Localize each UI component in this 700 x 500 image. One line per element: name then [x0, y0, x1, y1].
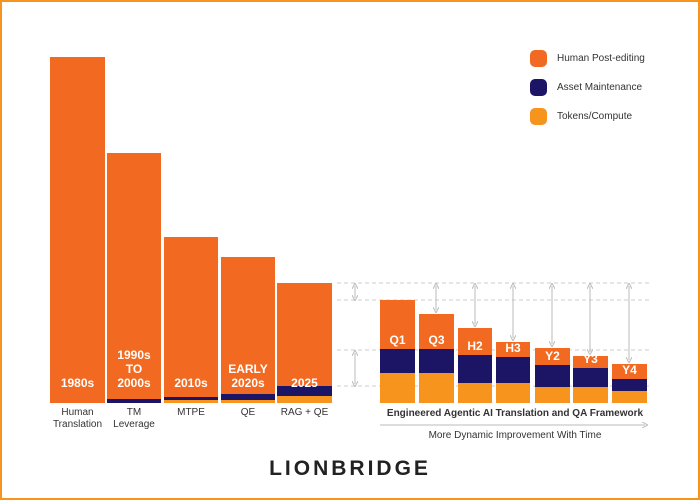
- bar-label: EARLY 2020s: [228, 362, 268, 390]
- bar-segment: [419, 314, 454, 349]
- bar-label: 2010s: [174, 376, 208, 390]
- bar-segment: [107, 153, 161, 399]
- category-label: RAG + QE: [280, 407, 329, 418]
- bar-label: Q1: [389, 333, 406, 347]
- bar-segment: [573, 387, 608, 403]
- bar-segment: [535, 387, 570, 403]
- bar-label: Y4: [622, 363, 637, 377]
- bar-segment: [612, 364, 647, 379]
- bar-segment: [164, 397, 218, 400]
- bar-segment: [107, 399, 161, 403]
- bar-segment: [277, 396, 332, 403]
- bar-label: Y3: [583, 352, 598, 366]
- bar-segment: [458, 328, 492, 355]
- bar-segment: [573, 368, 608, 387]
- bar-label: H2: [467, 339, 483, 353]
- legend-label: Tokens/Compute: [557, 111, 633, 122]
- bar-label: Q3: [428, 333, 445, 347]
- bar-label: 1980s: [60, 376, 95, 390]
- bar-segment: [419, 349, 454, 373]
- bar-label: H3: [505, 341, 521, 355]
- bar-label: Y2: [545, 349, 560, 363]
- bar-segment: [419, 373, 454, 403]
- bar-label: 2025: [291, 376, 318, 390]
- legend-swatch: [530, 50, 547, 67]
- bar-segment: [612, 379, 647, 391]
- bar-segment: [380, 349, 415, 373]
- category-label: MTPE: [177, 407, 205, 418]
- bar-segment: [164, 400, 218, 403]
- bar-segment: [535, 365, 570, 387]
- bar-segment: [458, 355, 492, 383]
- bar-segment: [221, 400, 275, 403]
- legend-label: Asset Maintenance: [557, 82, 643, 93]
- legend-swatch: [530, 79, 547, 96]
- bar-segment: [496, 357, 530, 383]
- arrow-label: More Dynamic Improvement With Time: [428, 430, 602, 441]
- bar-segment: [573, 356, 608, 368]
- bar-segment: [221, 394, 275, 400]
- bar-segment: [277, 283, 332, 386]
- bar-segment: [458, 383, 492, 403]
- legend-label: Human Post-editing: [557, 53, 645, 64]
- bar-label: 1990s TO 2000s: [117, 348, 151, 390]
- category-label: QE: [240, 407, 256, 418]
- category-label: TM Leverage: [113, 407, 155, 430]
- group-label: Engineered Agentic AI Translation and QA…: [386, 408, 644, 419]
- bar-segment: [496, 342, 530, 357]
- bar-segment: [380, 300, 415, 349]
- bar-segment: [277, 386, 332, 396]
- bar-segment: [164, 237, 218, 397]
- bar-segment: [221, 257, 275, 394]
- category-label: Human Translation: [52, 407, 103, 430]
- legend-swatch: [530, 108, 547, 125]
- bar-segment: [612, 391, 647, 403]
- bar-segment: [380, 373, 415, 403]
- logo: LIONBRIDGE: [269, 457, 431, 480]
- bar-segment: [496, 383, 530, 403]
- bar-segment: [535, 348, 570, 365]
- bar-segment: [50, 57, 105, 403]
